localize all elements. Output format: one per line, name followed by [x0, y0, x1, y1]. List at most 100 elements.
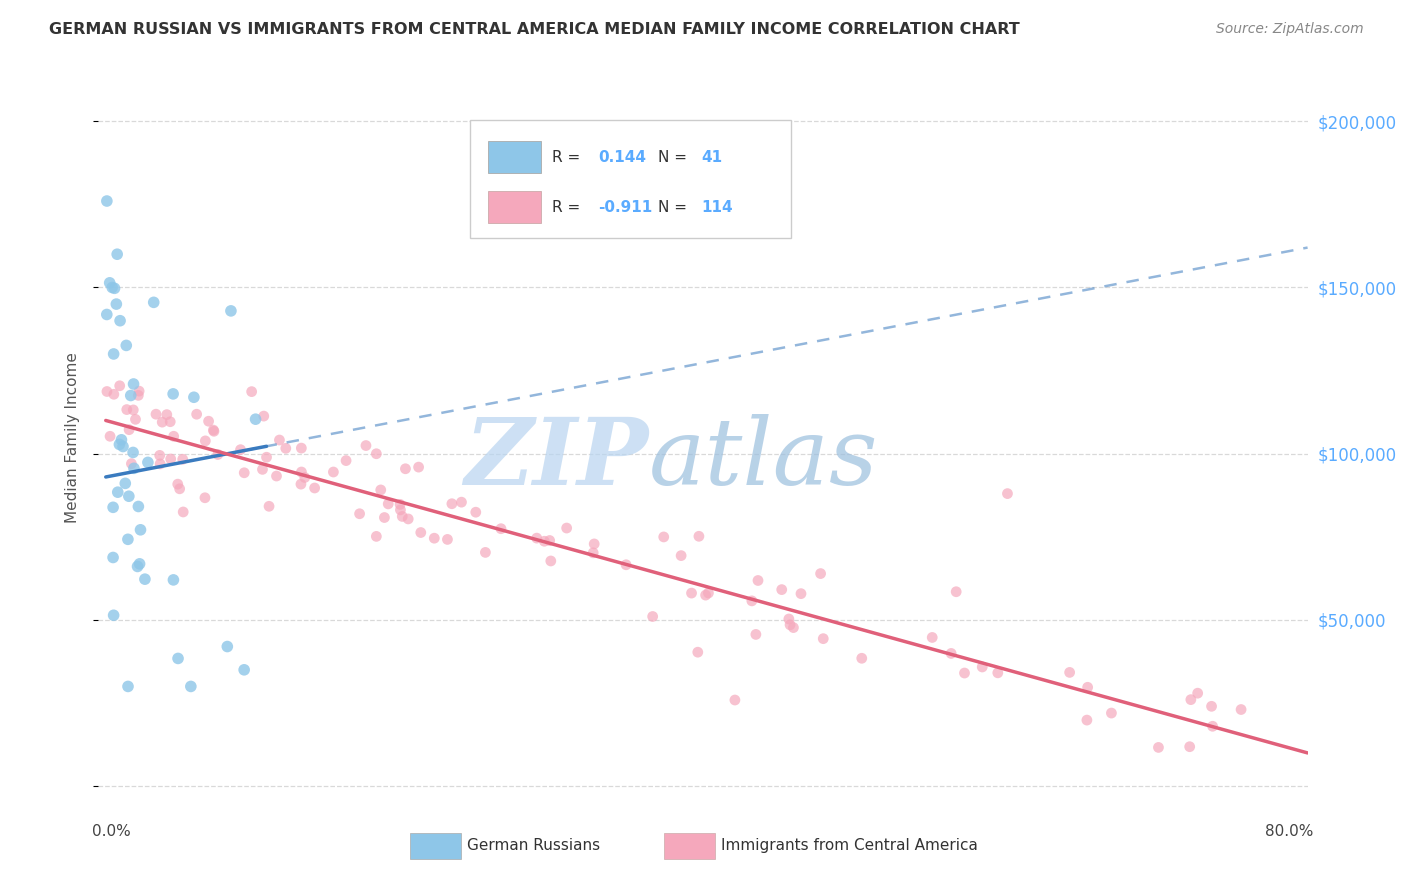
Point [945, 584, 967, 599]
Text: 114: 114 [702, 200, 734, 215]
Point [997, 486, 1019, 500]
Point [114, 476, 136, 491]
Point [724, 693, 747, 707]
Point [115, 338, 138, 352]
Text: ZIP: ZIP [464, 414, 648, 504]
Point [110, 433, 132, 447]
Text: R =: R = [551, 200, 585, 215]
Point [745, 627, 768, 641]
Point [240, 384, 263, 399]
Point [953, 666, 976, 681]
Text: 0.144: 0.144 [598, 150, 645, 165]
Text: R =: R = [551, 150, 585, 165]
Point [274, 442, 297, 456]
Point [526, 531, 548, 545]
Point [669, 549, 692, 563]
Point [194, 434, 217, 448]
Point [159, 452, 181, 467]
Point [810, 566, 832, 581]
Point [127, 559, 149, 574]
Point [851, 651, 873, 665]
Point [779, 617, 801, 632]
Point [256, 450, 278, 465]
Point [921, 631, 943, 645]
Point [233, 663, 256, 677]
Point [108, 314, 131, 328]
Point [166, 477, 188, 491]
FancyBboxPatch shape [664, 833, 716, 859]
Text: -0.911: -0.911 [598, 200, 652, 215]
FancyBboxPatch shape [470, 120, 792, 238]
Point [583, 537, 606, 551]
Point [1187, 686, 1209, 700]
Point [156, 408, 179, 422]
Point [96, 384, 118, 399]
Point [464, 505, 486, 519]
Y-axis label: Median Family Income: Median Family Income [65, 351, 80, 523]
Point [219, 304, 242, 318]
Point [194, 491, 217, 505]
Point [105, 297, 128, 311]
Point [1201, 699, 1223, 714]
Point [124, 412, 146, 426]
Point [304, 481, 326, 495]
Point [1059, 665, 1081, 680]
Text: Immigrants from Central America: Immigrants from Central America [721, 838, 979, 854]
Point [105, 247, 128, 261]
Point [782, 621, 804, 635]
Point [111, 440, 134, 454]
Text: GERMAN RUSSIAN VS IMMIGRANTS FROM CENTRAL AMERICA MEDIAN FAMILY INCOME CORRELATI: GERMAN RUSSIAN VS IMMIGRANTS FROM CENTRA… [49, 22, 1019, 37]
Point [172, 505, 194, 519]
Point [373, 510, 395, 524]
Point [747, 574, 769, 588]
Point [217, 640, 239, 654]
Point [118, 423, 141, 437]
Point [101, 280, 124, 294]
Point [294, 470, 316, 484]
Point [145, 407, 167, 421]
Point [96, 308, 118, 322]
Point [159, 415, 181, 429]
Point [349, 507, 371, 521]
Point [489, 522, 512, 536]
Point [941, 647, 963, 661]
Point [1180, 692, 1202, 706]
Point [128, 384, 150, 398]
Point [163, 429, 186, 443]
Point [335, 453, 357, 467]
Point [1147, 740, 1170, 755]
Point [98, 429, 121, 443]
Point [253, 409, 276, 423]
Point [391, 509, 413, 524]
Point [96, 194, 118, 208]
Point [266, 469, 288, 483]
Point [290, 477, 312, 491]
Point [122, 376, 145, 391]
Point [162, 387, 184, 401]
Point [197, 414, 219, 428]
Point [150, 415, 173, 429]
Point [533, 534, 555, 549]
Point [172, 452, 194, 467]
Point [686, 645, 709, 659]
Point [186, 407, 208, 421]
Point [641, 609, 664, 624]
Point [229, 442, 252, 457]
Point [440, 497, 463, 511]
Point [233, 466, 256, 480]
Point [162, 573, 184, 587]
Point [98, 276, 121, 290]
Point [1077, 681, 1099, 695]
Point [1201, 719, 1223, 733]
Point [370, 483, 392, 497]
Point [149, 449, 172, 463]
Point [366, 529, 388, 543]
Point [290, 441, 312, 455]
Point [103, 387, 125, 401]
Point [122, 403, 145, 417]
Point [695, 588, 717, 602]
Point [322, 465, 344, 479]
Point [101, 500, 124, 515]
Point [354, 438, 377, 452]
Point [366, 447, 388, 461]
